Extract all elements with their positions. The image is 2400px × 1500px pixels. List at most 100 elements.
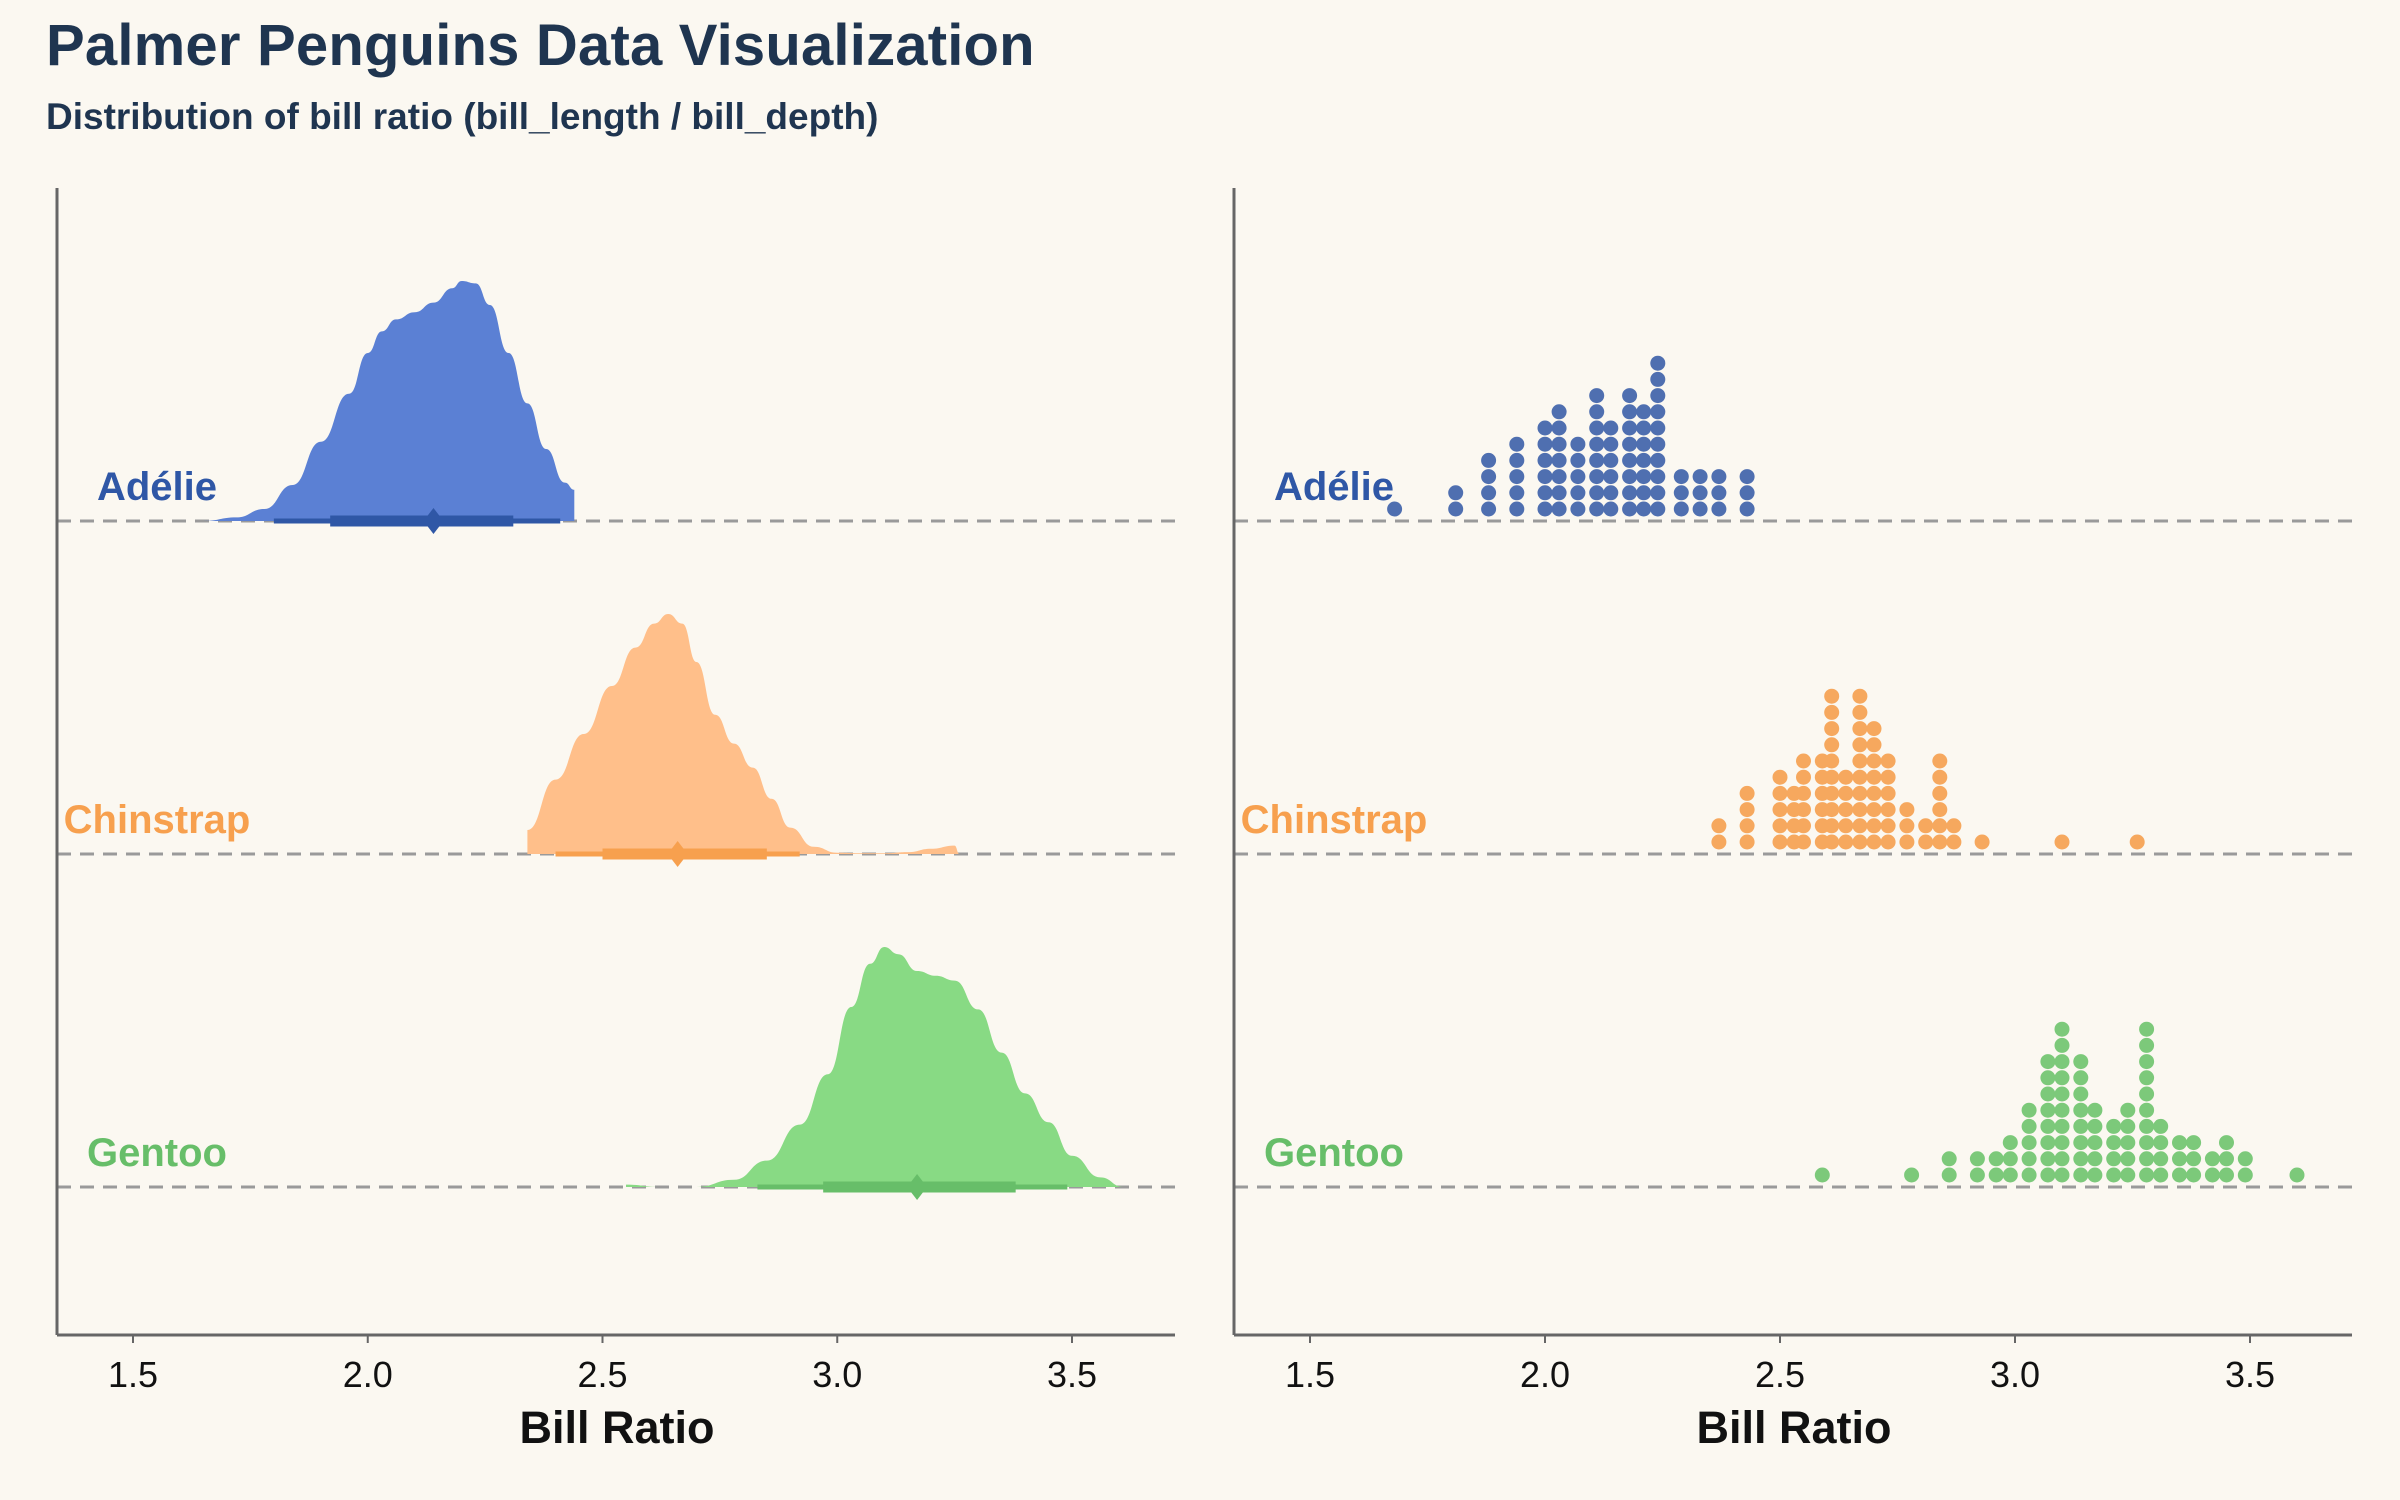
- dot-chinstrap: [1824, 769, 1840, 785]
- dot-adélie: [1636, 420, 1652, 436]
- dot-gentoo: [2040, 1167, 2056, 1183]
- density-adélie: [203, 281, 575, 521]
- dot-chinstrap: [1852, 737, 1868, 753]
- dot-chinstrap: [1838, 802, 1854, 818]
- dot-adélie: [1636, 469, 1652, 485]
- median-point-gentoo: [907, 1174, 928, 1200]
- dot-gentoo: [2054, 1167, 2070, 1183]
- dot-gentoo: [2054, 1135, 2070, 1151]
- dot-adélie: [1650, 485, 1666, 501]
- dot-chinstrap: [1880, 753, 1896, 769]
- dot-adélie: [1603, 485, 1619, 501]
- x-tick-label: 1.5: [108, 1354, 158, 1395]
- dot-chinstrap: [1932, 769, 1948, 785]
- dot-chinstrap: [1711, 818, 1727, 834]
- median-point-adélie: [423, 508, 444, 534]
- dot-gentoo: [2219, 1167, 2234, 1183]
- dot-gentoo: [2139, 1118, 2155, 1134]
- dot-adélie: [1589, 452, 1605, 468]
- dot-gentoo: [2002, 1167, 2018, 1183]
- dot-gentoo: [2153, 1118, 2169, 1134]
- dot-gentoo: [1969, 1167, 1985, 1183]
- dot-gentoo: [2073, 1118, 2089, 1134]
- dot-chinstrap: [1866, 818, 1882, 834]
- dot-gentoo: [2120, 1135, 2136, 1151]
- dot-adélie: [1636, 501, 1652, 517]
- dot-chinstrap: [1852, 688, 1868, 704]
- dot-chinstrap: [1932, 818, 1948, 834]
- dots-gentoo: [1814, 1021, 2305, 1183]
- dot-adélie: [1551, 469, 1567, 485]
- dot-adélie: [1481, 485, 1497, 501]
- dot-gentoo: [2002, 1151, 2018, 1167]
- dot-chinstrap: [2054, 834, 2070, 850]
- dot-gentoo: [2040, 1070, 2056, 1086]
- dot-chinstrap: [1838, 769, 1854, 785]
- dot-gentoo: [2120, 1102, 2136, 1118]
- dot-adélie: [1570, 452, 1586, 468]
- dot-adélie: [1622, 501, 1638, 517]
- dot-adélie: [1570, 485, 1586, 501]
- dot-gentoo: [2139, 1070, 2155, 1086]
- dot-chinstrap: [1866, 802, 1882, 818]
- dot-gentoo: [2139, 1021, 2155, 1037]
- dot-adélie: [1509, 485, 1525, 501]
- dot-adélie: [1603, 436, 1619, 452]
- x-tick-label: 2.5: [1755, 1354, 1805, 1395]
- dot-chinstrap: [1824, 785, 1840, 801]
- dot-chinstrap: [1772, 802, 1788, 818]
- dot-gentoo: [2186, 1167, 2202, 1183]
- dot-adélie: [1711, 469, 1727, 485]
- x-tick-label: 2.0: [343, 1354, 393, 1395]
- median-point-chinstrap: [667, 841, 688, 867]
- dot-adélie: [1650, 436, 1666, 452]
- dot-adélie: [1650, 420, 1666, 436]
- dot-gentoo: [2106, 1151, 2122, 1167]
- dot-gentoo: [2139, 1151, 2155, 1167]
- dot-gentoo: [2040, 1118, 2056, 1134]
- dot-chinstrap: [1880, 769, 1896, 785]
- x-tick-label: 3.0: [1990, 1354, 2040, 1395]
- dot-chinstrap: [1739, 802, 1755, 818]
- dot-gentoo: [2237, 1167, 2253, 1183]
- dot-gentoo: [2204, 1151, 2220, 1167]
- dot-chinstrap: [1796, 769, 1811, 785]
- dot-gentoo: [2021, 1151, 2037, 1167]
- dot-gentoo: [2040, 1054, 2056, 1070]
- dot-adélie: [1589, 404, 1605, 420]
- panel-right-axes: 1.5 2.0 2.5 3.0 3.5 Bill Ratio: [1232, 188, 2352, 1453]
- dot-gentoo: [2139, 1054, 2155, 1070]
- dot-chinstrap: [1824, 688, 1840, 704]
- dot-gentoo: [2219, 1135, 2234, 1151]
- dot-gentoo: [2087, 1167, 2103, 1183]
- dot-gentoo: [2172, 1151, 2187, 1167]
- dot-chinstrap: [1824, 753, 1840, 769]
- dot-gentoo: [2073, 1070, 2089, 1086]
- dot-adélie: [1711, 485, 1727, 501]
- x-tick-label: 1.5: [1285, 1354, 1335, 1395]
- dots-chinstrap: [1711, 688, 2145, 850]
- dot-chinstrap: [1739, 785, 1755, 801]
- dot-chinstrap: [1852, 769, 1868, 785]
- dot-gentoo: [2139, 1167, 2155, 1183]
- dot-gentoo: [2040, 1135, 2056, 1151]
- dot-gentoo: [2120, 1151, 2136, 1167]
- dot-chinstrap: [1796, 785, 1811, 801]
- dot-adélie: [1448, 501, 1464, 517]
- dot-adélie: [1509, 501, 1525, 517]
- dot-adélie: [1589, 388, 1605, 404]
- dot-adélie: [1650, 388, 1666, 404]
- dot-adélie: [1509, 469, 1525, 485]
- dot-chinstrap: [1899, 802, 1915, 818]
- dot-gentoo: [2153, 1167, 2169, 1183]
- dot-gentoo: [2139, 1086, 2155, 1102]
- dot-chinstrap: [1946, 834, 1962, 850]
- dot-gentoo: [1941, 1167, 1957, 1183]
- density-gentoo: [626, 947, 1124, 1187]
- x-axis-title: Bill Ratio: [1696, 1402, 1891, 1453]
- dot-chinstrap: [1824, 818, 1840, 834]
- dot-chinstrap: [1880, 802, 1896, 818]
- dot-adélie: [1622, 420, 1638, 436]
- dot-adélie: [1739, 501, 1755, 517]
